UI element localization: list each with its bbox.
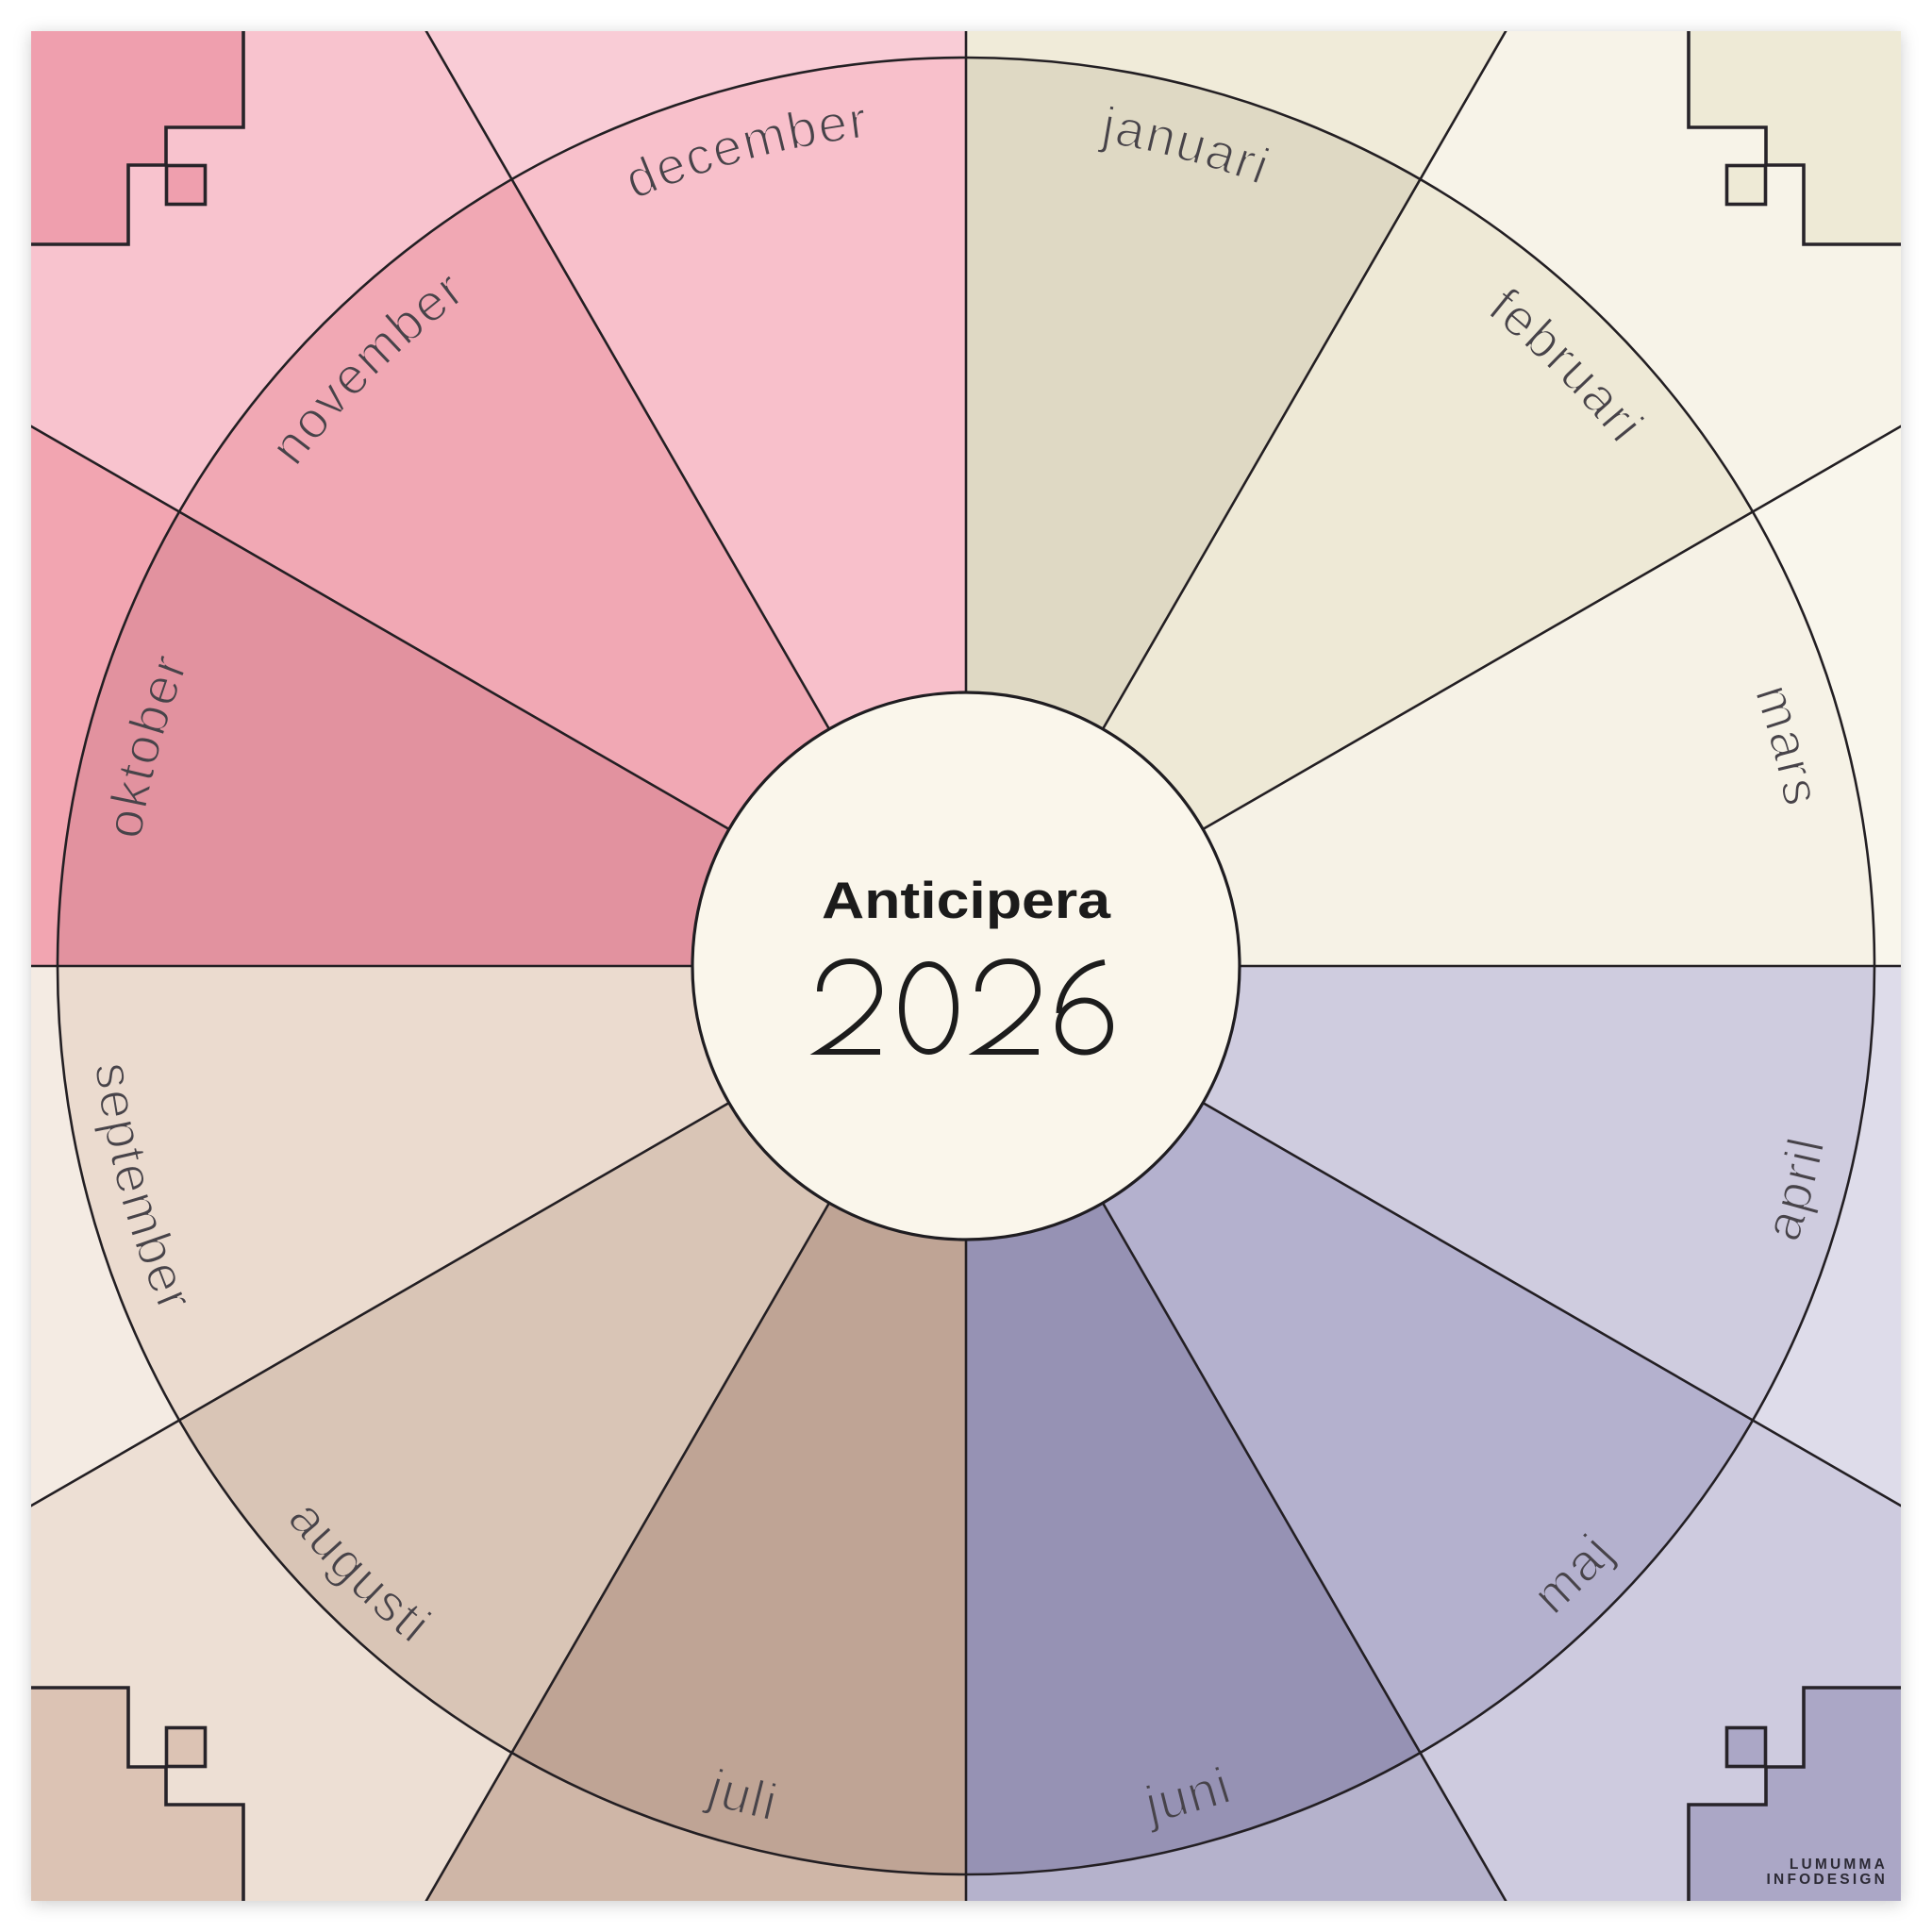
svg-text:Anticipera: Anticipera — [822, 872, 1111, 929]
svg-text:INFODESIGN: INFODESIGN — [1767, 1872, 1888, 1888]
svg-text:LUMUMMA: LUMUMMA — [1790, 1857, 1888, 1873]
